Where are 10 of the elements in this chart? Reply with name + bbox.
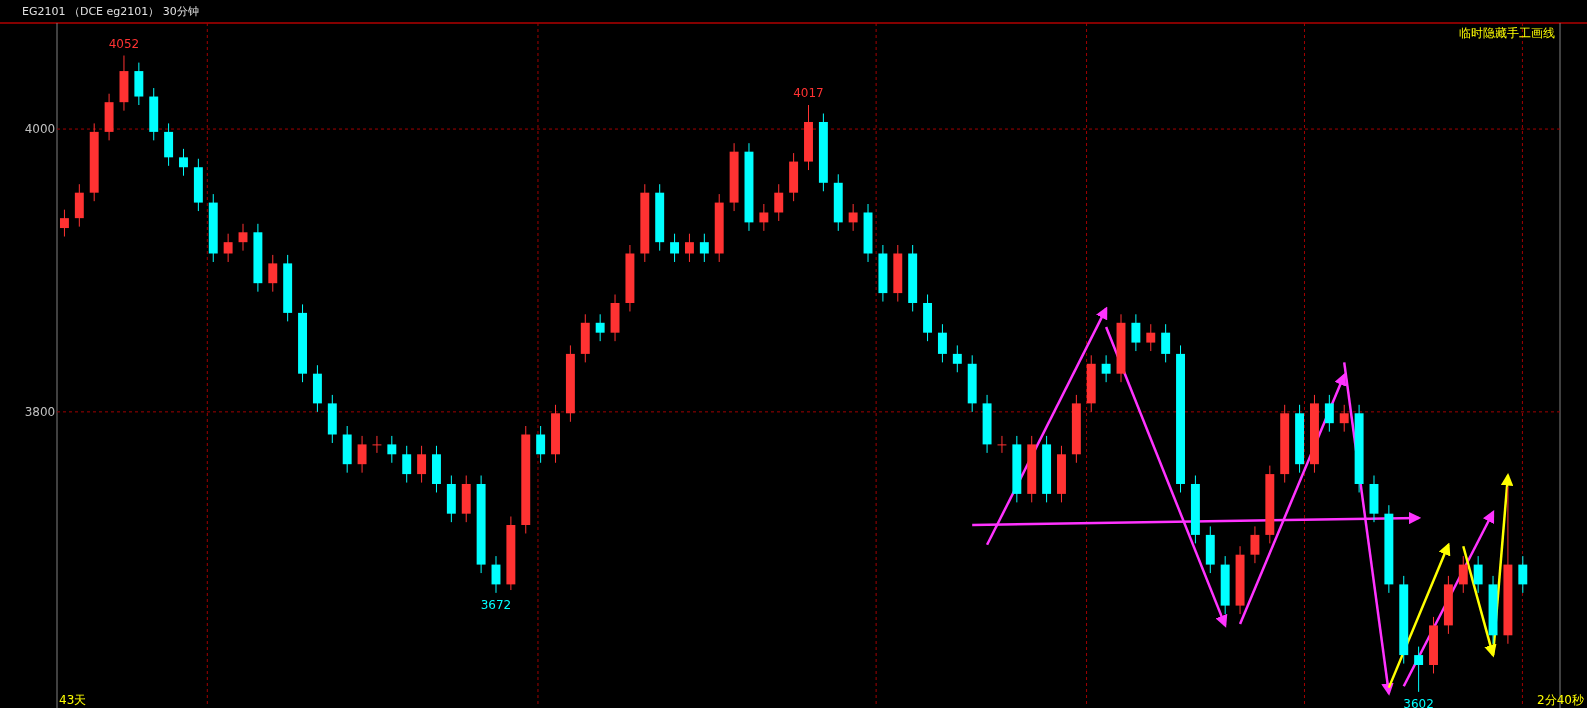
annotation: 临时隐藏手工画线 [1459, 26, 1555, 40]
chart-title: EG2101 （DCE eg2101） 30分钟 [22, 5, 199, 18]
annotation: 43天 [59, 693, 87, 707]
annotation: 4017 [793, 86, 824, 101]
y-tick-label: 3800 [24, 404, 56, 419]
annotation: 3672 [480, 597, 512, 612]
text: 2分40秒 [1537, 693, 1584, 707]
annotation: 3602 [1403, 696, 1434, 708]
annotation: 4052 [108, 36, 140, 51]
y-tick-label: 4000 [24, 122, 56, 137]
